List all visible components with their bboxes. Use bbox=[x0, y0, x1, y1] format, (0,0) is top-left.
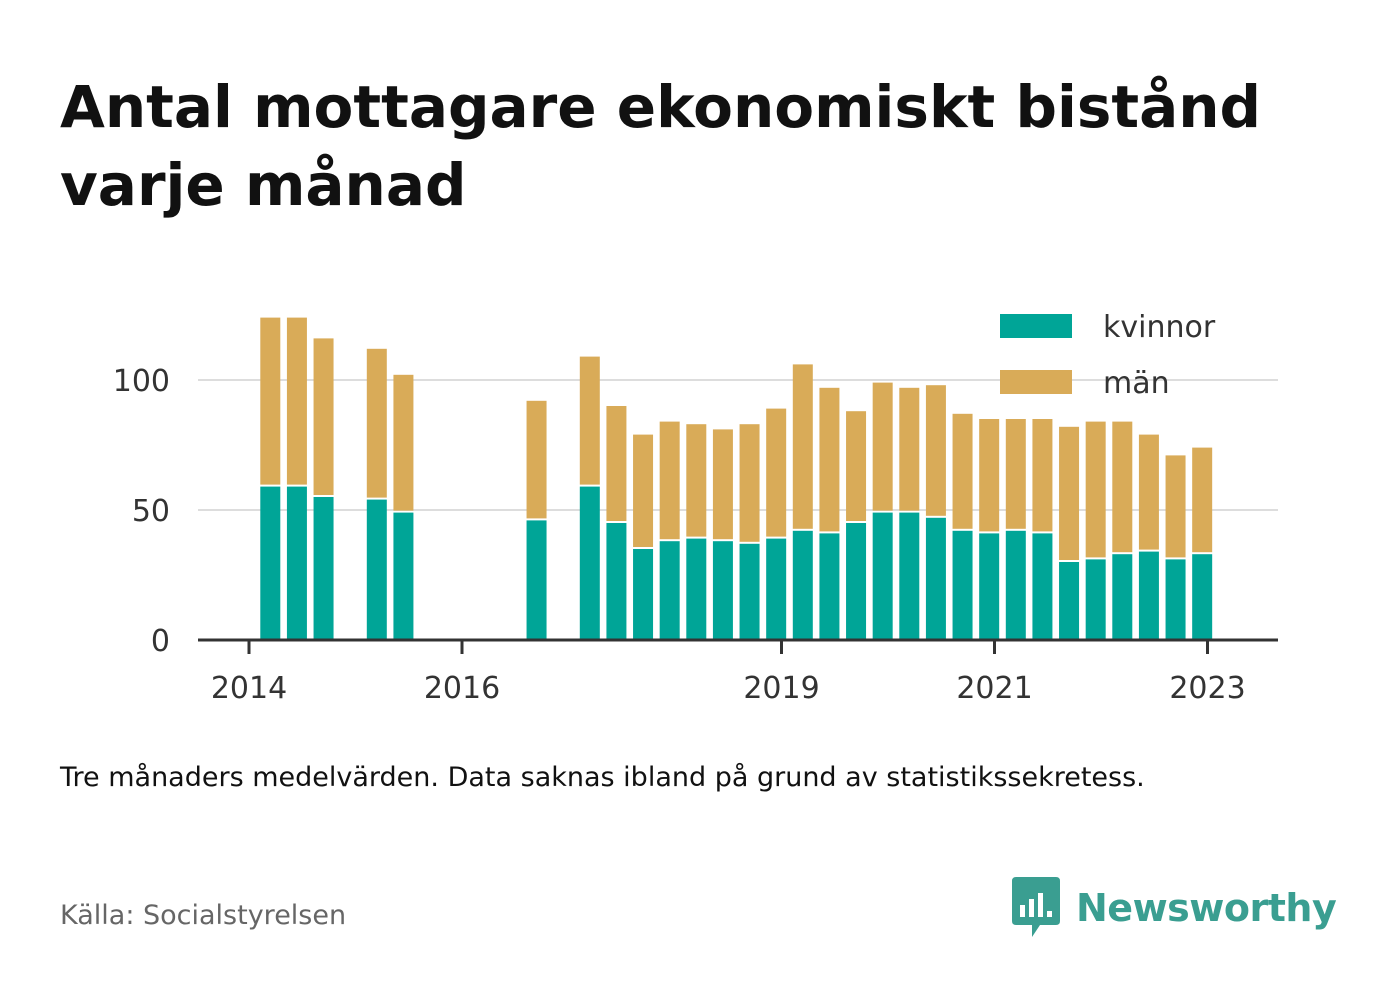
bar-man bbox=[686, 424, 707, 537]
bar-man bbox=[1165, 455, 1186, 558]
bars bbox=[260, 317, 1213, 640]
legend-swatch-man bbox=[1000, 370, 1072, 394]
bar-kvinnor bbox=[1192, 554, 1213, 640]
bar-man bbox=[952, 413, 973, 529]
bar-kvinnor bbox=[952, 530, 973, 640]
bar-kvinnor bbox=[659, 541, 680, 640]
bar-kvinnor bbox=[526, 520, 547, 640]
bar-kvinnor bbox=[1032, 533, 1053, 640]
bar-man bbox=[659, 421, 680, 540]
bar-man bbox=[366, 348, 387, 498]
bar-kvinnor bbox=[313, 497, 334, 640]
bar-man bbox=[846, 411, 867, 521]
x-tick-label: 2021 bbox=[956, 671, 1032, 706]
bar-kvinnor bbox=[766, 538, 787, 640]
bar-man bbox=[925, 385, 946, 516]
bar-kvinnor bbox=[686, 538, 707, 640]
legend-label-man: män bbox=[1103, 366, 1170, 401]
bar-kvinnor bbox=[1005, 530, 1026, 640]
bar-kvinnor bbox=[819, 533, 840, 640]
bar-man bbox=[1112, 421, 1133, 553]
bar-kvinnor bbox=[846, 523, 867, 640]
bar-kvinnor bbox=[606, 523, 627, 640]
bar-man bbox=[899, 387, 920, 511]
y-tick-label: 100 bbox=[113, 364, 170, 399]
bar-man bbox=[393, 374, 414, 511]
bar-man bbox=[872, 382, 893, 511]
y-axis-ticks: 0 50 100 bbox=[113, 364, 170, 659]
brand-name: Newsworthy bbox=[1076, 886, 1337, 930]
bar-kvinnor bbox=[872, 512, 893, 640]
bar-man bbox=[1059, 426, 1080, 560]
chart-note: Tre månaders medelvärden. Data saknas ib… bbox=[60, 762, 1145, 793]
bar-kvinnor bbox=[260, 486, 281, 640]
x-tick-label: 2016 bbox=[424, 671, 500, 706]
bar-man bbox=[739, 424, 760, 542]
bar-man bbox=[1032, 419, 1053, 532]
x-tick-label: 2019 bbox=[743, 671, 819, 706]
chart-title: Antal mottagare ekonomiskt bistånd varje… bbox=[60, 73, 1262, 219]
x-tick-label: 2014 bbox=[211, 671, 287, 706]
bar-kvinnor bbox=[366, 499, 387, 640]
bar-kvinnor bbox=[792, 530, 813, 640]
legend: kvinnor män bbox=[1000, 310, 1216, 401]
bar-man bbox=[526, 400, 547, 519]
y-tick-label: 50 bbox=[132, 494, 170, 529]
bar-man bbox=[979, 419, 1000, 532]
y-tick-label: 0 bbox=[151, 624, 170, 659]
bar-kvinnor bbox=[286, 486, 307, 640]
bar-kvinnor bbox=[579, 486, 600, 640]
bar-kvinnor bbox=[925, 517, 946, 640]
bar-man bbox=[792, 364, 813, 529]
legend-label-kvinnor: kvinnor bbox=[1103, 310, 1216, 345]
bar-kvinnor bbox=[1059, 562, 1080, 640]
bar-man bbox=[606, 406, 627, 521]
bar-kvinnor bbox=[712, 541, 733, 640]
bar-kvinnor bbox=[393, 512, 414, 640]
bar-kvinnor bbox=[899, 512, 920, 640]
bar-man bbox=[766, 408, 787, 537]
bar-kvinnor bbox=[633, 549, 654, 640]
bar-kvinnor bbox=[1085, 559, 1106, 640]
legend-swatch-kvinnor bbox=[1000, 314, 1072, 338]
source-credit: Källa: Socialstyrelsen bbox=[60, 900, 347, 931]
bar-man bbox=[313, 338, 334, 495]
bar-kvinnor bbox=[739, 543, 760, 640]
bar-man bbox=[633, 434, 654, 547]
bar-kvinnor bbox=[1112, 554, 1133, 640]
x-tick-label: 2023 bbox=[1169, 671, 1245, 706]
bar-man bbox=[819, 387, 840, 532]
bar-man bbox=[1192, 447, 1213, 553]
bar-kvinnor bbox=[979, 533, 1000, 640]
brand-logo: Newsworthy bbox=[1010, 876, 1337, 940]
newsworthy-logo-icon bbox=[1012, 877, 1060, 937]
bar-man bbox=[286, 317, 307, 485]
bar-man bbox=[1138, 434, 1159, 550]
bar-kvinnor bbox=[1138, 551, 1159, 640]
bar-man bbox=[1085, 421, 1106, 558]
bar-man bbox=[712, 429, 733, 540]
bar-man bbox=[1005, 419, 1026, 529]
bar-man bbox=[579, 356, 600, 485]
bar-kvinnor bbox=[1165, 559, 1186, 640]
bar-man bbox=[260, 317, 281, 485]
x-axis-ticks: 2014 2016 2019 2021 2023 bbox=[211, 640, 1246, 706]
